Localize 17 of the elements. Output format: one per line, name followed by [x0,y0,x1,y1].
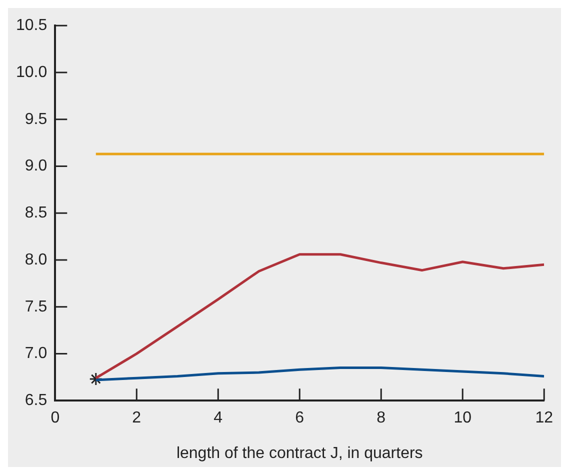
x-axis-title: length of the contract J, in quarters [176,444,423,462]
y-tick-label: 7.0 [24,345,48,362]
x-tick-label: 12 [535,410,554,427]
x-tick-label: 0 [50,410,60,427]
x-tick-label: 10 [454,410,472,427]
y-tick-label: 8.0 [24,251,48,268]
x-tick-label: 2 [132,410,142,427]
x-tick-label: 8 [376,410,386,427]
x-tick-label: 6 [295,410,304,427]
y-tick-label: 9.0 [24,158,48,175]
y-tick-label: 6.5 [24,392,48,410]
y-tick-label: 8.5 [24,204,48,222]
y-tick-label: 7.5 [24,298,48,316]
x-tick-label: 4 [214,410,223,427]
y-tick-label: 9.5 [24,110,48,128]
y-tick-label: 10.5 [16,17,48,34]
y-tick-label: 10.0 [16,64,48,81]
